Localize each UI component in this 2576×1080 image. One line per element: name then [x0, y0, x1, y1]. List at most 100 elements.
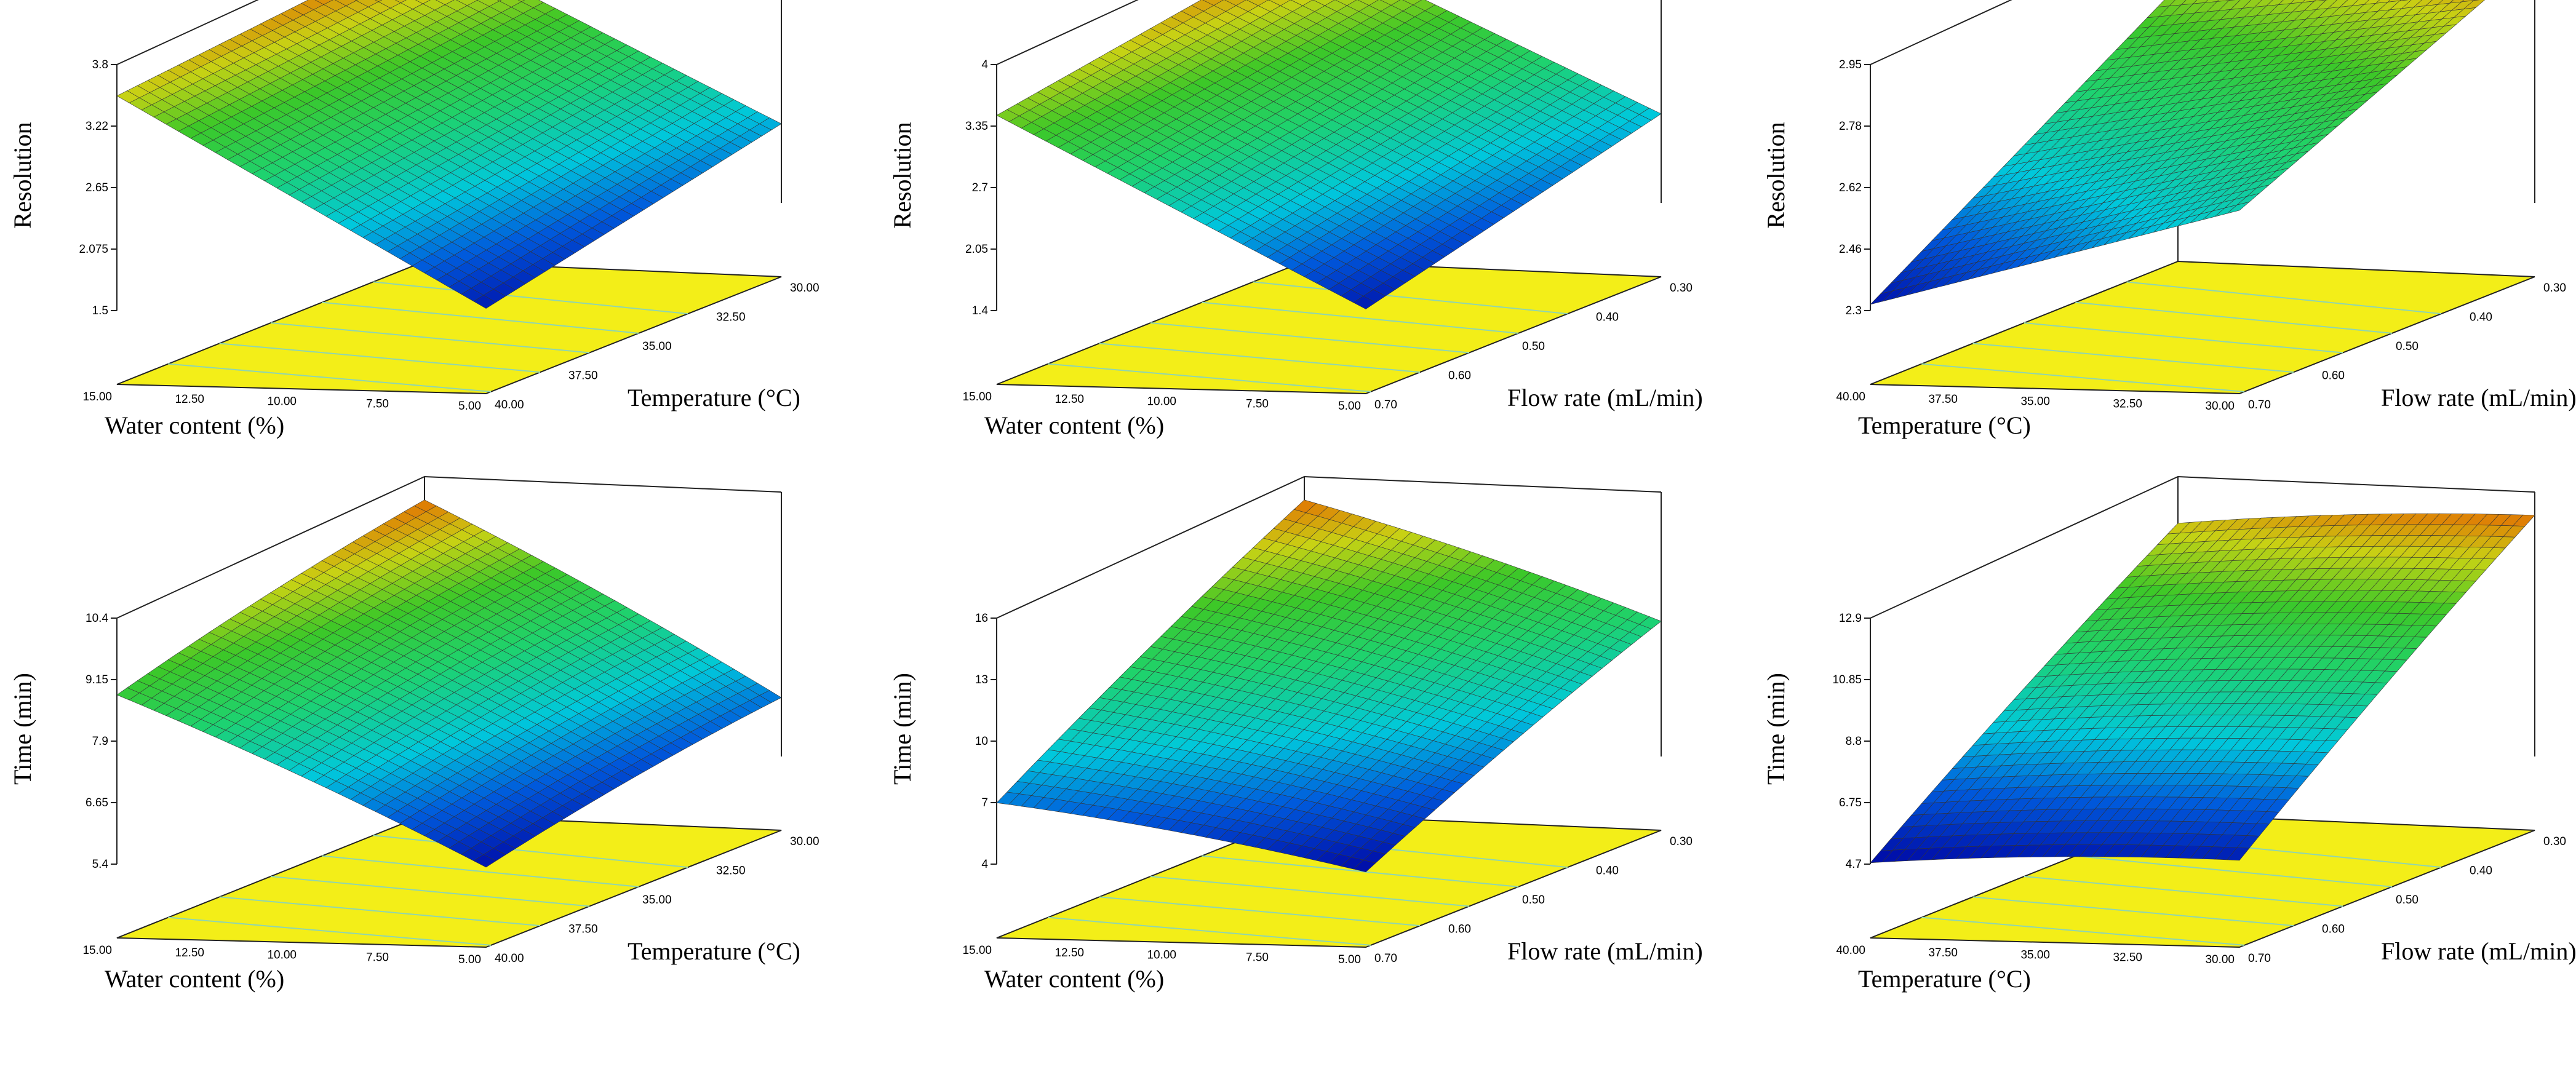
floor-plane	[116, 814, 782, 948]
response-surface	[996, 0, 1662, 309]
left-axis: 15.00 12.50 10.00 7.50 5.00 Water content (%)	[962, 391, 1361, 439]
left-tick-label: 15.00	[962, 391, 992, 403]
left-tick-label: 7.50	[366, 951, 389, 964]
left-tick-label: 5.00	[458, 953, 481, 966]
right-tick-label: 32.50	[716, 311, 746, 324]
z-axis-label: Time (min)	[9, 673, 36, 785]
z-tick-label: 2.65	[86, 181, 108, 194]
floor-contour	[1972, 343, 2294, 373]
surface-panel-3: 2.95 2.78 2.62 2.46 2.3 Resolution 40.00 37.50 3…	[1762, 0, 2576, 439]
left-tick-label: 40.00	[1836, 391, 1865, 403]
floor-contour	[168, 363, 492, 392]
left-tick-label: 32.50	[2113, 397, 2142, 410]
right-tick-label: 30.00	[790, 282, 819, 295]
right-tick-label: 0.30	[2543, 282, 2566, 295]
left-tick-label: 7.50	[366, 397, 389, 410]
right-tick-label: 30.00	[790, 835, 819, 848]
left-tick-label: 10.00	[267, 949, 297, 962]
floor-contour	[1921, 363, 2245, 392]
right-tick-label: 0.70	[1374, 952, 1397, 965]
left-tick-label: 5.00	[458, 400, 481, 413]
left-axis-label: Water content (%)	[984, 411, 1164, 439]
floor-plane	[1870, 260, 2535, 395]
right-tick-label: 0.30	[1670, 282, 1693, 295]
left-tick-label: 7.50	[1246, 951, 1269, 964]
z-tick-label: 7.9	[92, 735, 108, 748]
z-tick-label: 1.4	[972, 304, 989, 317]
right-axis-label: Flow rate (mL/min)	[1507, 384, 1703, 411]
surface-cell	[2228, 0, 2236, 1]
response-surface	[116, 0, 782, 309]
z-tick-label: 2.3	[1846, 304, 1862, 317]
left-axis-label: Temperature (°C)	[1858, 411, 2031, 439]
left-tick-label: 15.00	[962, 944, 992, 957]
z-tick-label: 3.35	[965, 120, 988, 133]
left-axis-label: Water content (%)	[105, 411, 284, 439]
floor-contour	[2126, 281, 2442, 315]
z-tick-label: 2.62	[1839, 181, 1862, 194]
z-tick-label: 5.4	[92, 858, 109, 871]
z-tick-label: 10	[975, 735, 988, 748]
right-tick-label: 0.60	[2322, 370, 2345, 383]
z-tick-label: 2.7	[972, 181, 988, 194]
right-tick-label: 0.50	[1522, 340, 1545, 353]
left-tick-label: 12.50	[1055, 393, 1084, 406]
left-tick-label: 10.00	[1147, 395, 1176, 408]
surface-cell	[496, 0, 502, 1]
left-tick-label: 30.00	[2205, 400, 2235, 413]
right-axis-label: Flow rate (mL/min)	[1507, 937, 1703, 965]
floor-contour	[168, 916, 492, 946]
z-axis-label: Resolution	[888, 122, 916, 228]
left-tick-label: 5.00	[1338, 400, 1361, 413]
right-tick-label: 40.00	[495, 399, 524, 411]
floor-contour	[219, 343, 541, 373]
right-tick-label: 0.70	[1374, 399, 1397, 411]
left-tick-label: 12.50	[175, 947, 204, 959]
z-axis-label: Time (min)	[888, 673, 916, 785]
surface-cell	[517, 0, 525, 2]
floor-contour	[2024, 322, 2343, 354]
z-axis: 2.95 2.78 2.62 2.46 2.3	[1839, 58, 1870, 317]
floor-contour	[1048, 363, 1371, 392]
floor-contour	[2075, 301, 2393, 334]
floor-contour	[1253, 281, 1568, 315]
z-tick-label: 3.22	[86, 120, 108, 133]
z-tick-label: 2.075	[79, 243, 108, 256]
z-tick-label: 4	[981, 858, 988, 871]
left-tick-label: 7.50	[1246, 397, 1269, 410]
response-surface	[996, 499, 1662, 873]
frame-top	[116, 0, 259, 65]
left-tick-label: 12.50	[175, 393, 204, 406]
z-tick-label: 2.78	[1839, 120, 1862, 133]
z-axis-label: Resolution	[1762, 122, 1790, 228]
frame-top	[1870, 0, 2012, 65]
left-tick-label: 10.00	[1147, 949, 1176, 962]
surface-cell	[1353, 296, 1376, 309]
right-tick-label: 0.40	[2470, 311, 2492, 324]
right-tick-label: 37.50	[568, 370, 598, 383]
right-tick-label: 37.50	[568, 923, 598, 936]
z-tick-label: 2.95	[1839, 58, 1862, 71]
z-tick-label: 16	[975, 612, 988, 625]
left-tick-label: 37.50	[1928, 393, 1958, 406]
floor-contour	[1202, 301, 1519, 334]
left-axis-label: Water content (%)	[984, 965, 1164, 993]
right-tick-label: 0.70	[2248, 399, 2271, 411]
right-axis-label: Temperature (°C)	[628, 937, 800, 965]
z-tick-label: 3.8	[92, 58, 108, 71]
floor-contour	[1150, 322, 1470, 354]
floor-contour	[322, 855, 639, 887]
right-tick-label: 35.00	[642, 894, 672, 907]
floor-contour	[373, 281, 688, 315]
z-tick-label: 2.46	[1839, 243, 1862, 256]
